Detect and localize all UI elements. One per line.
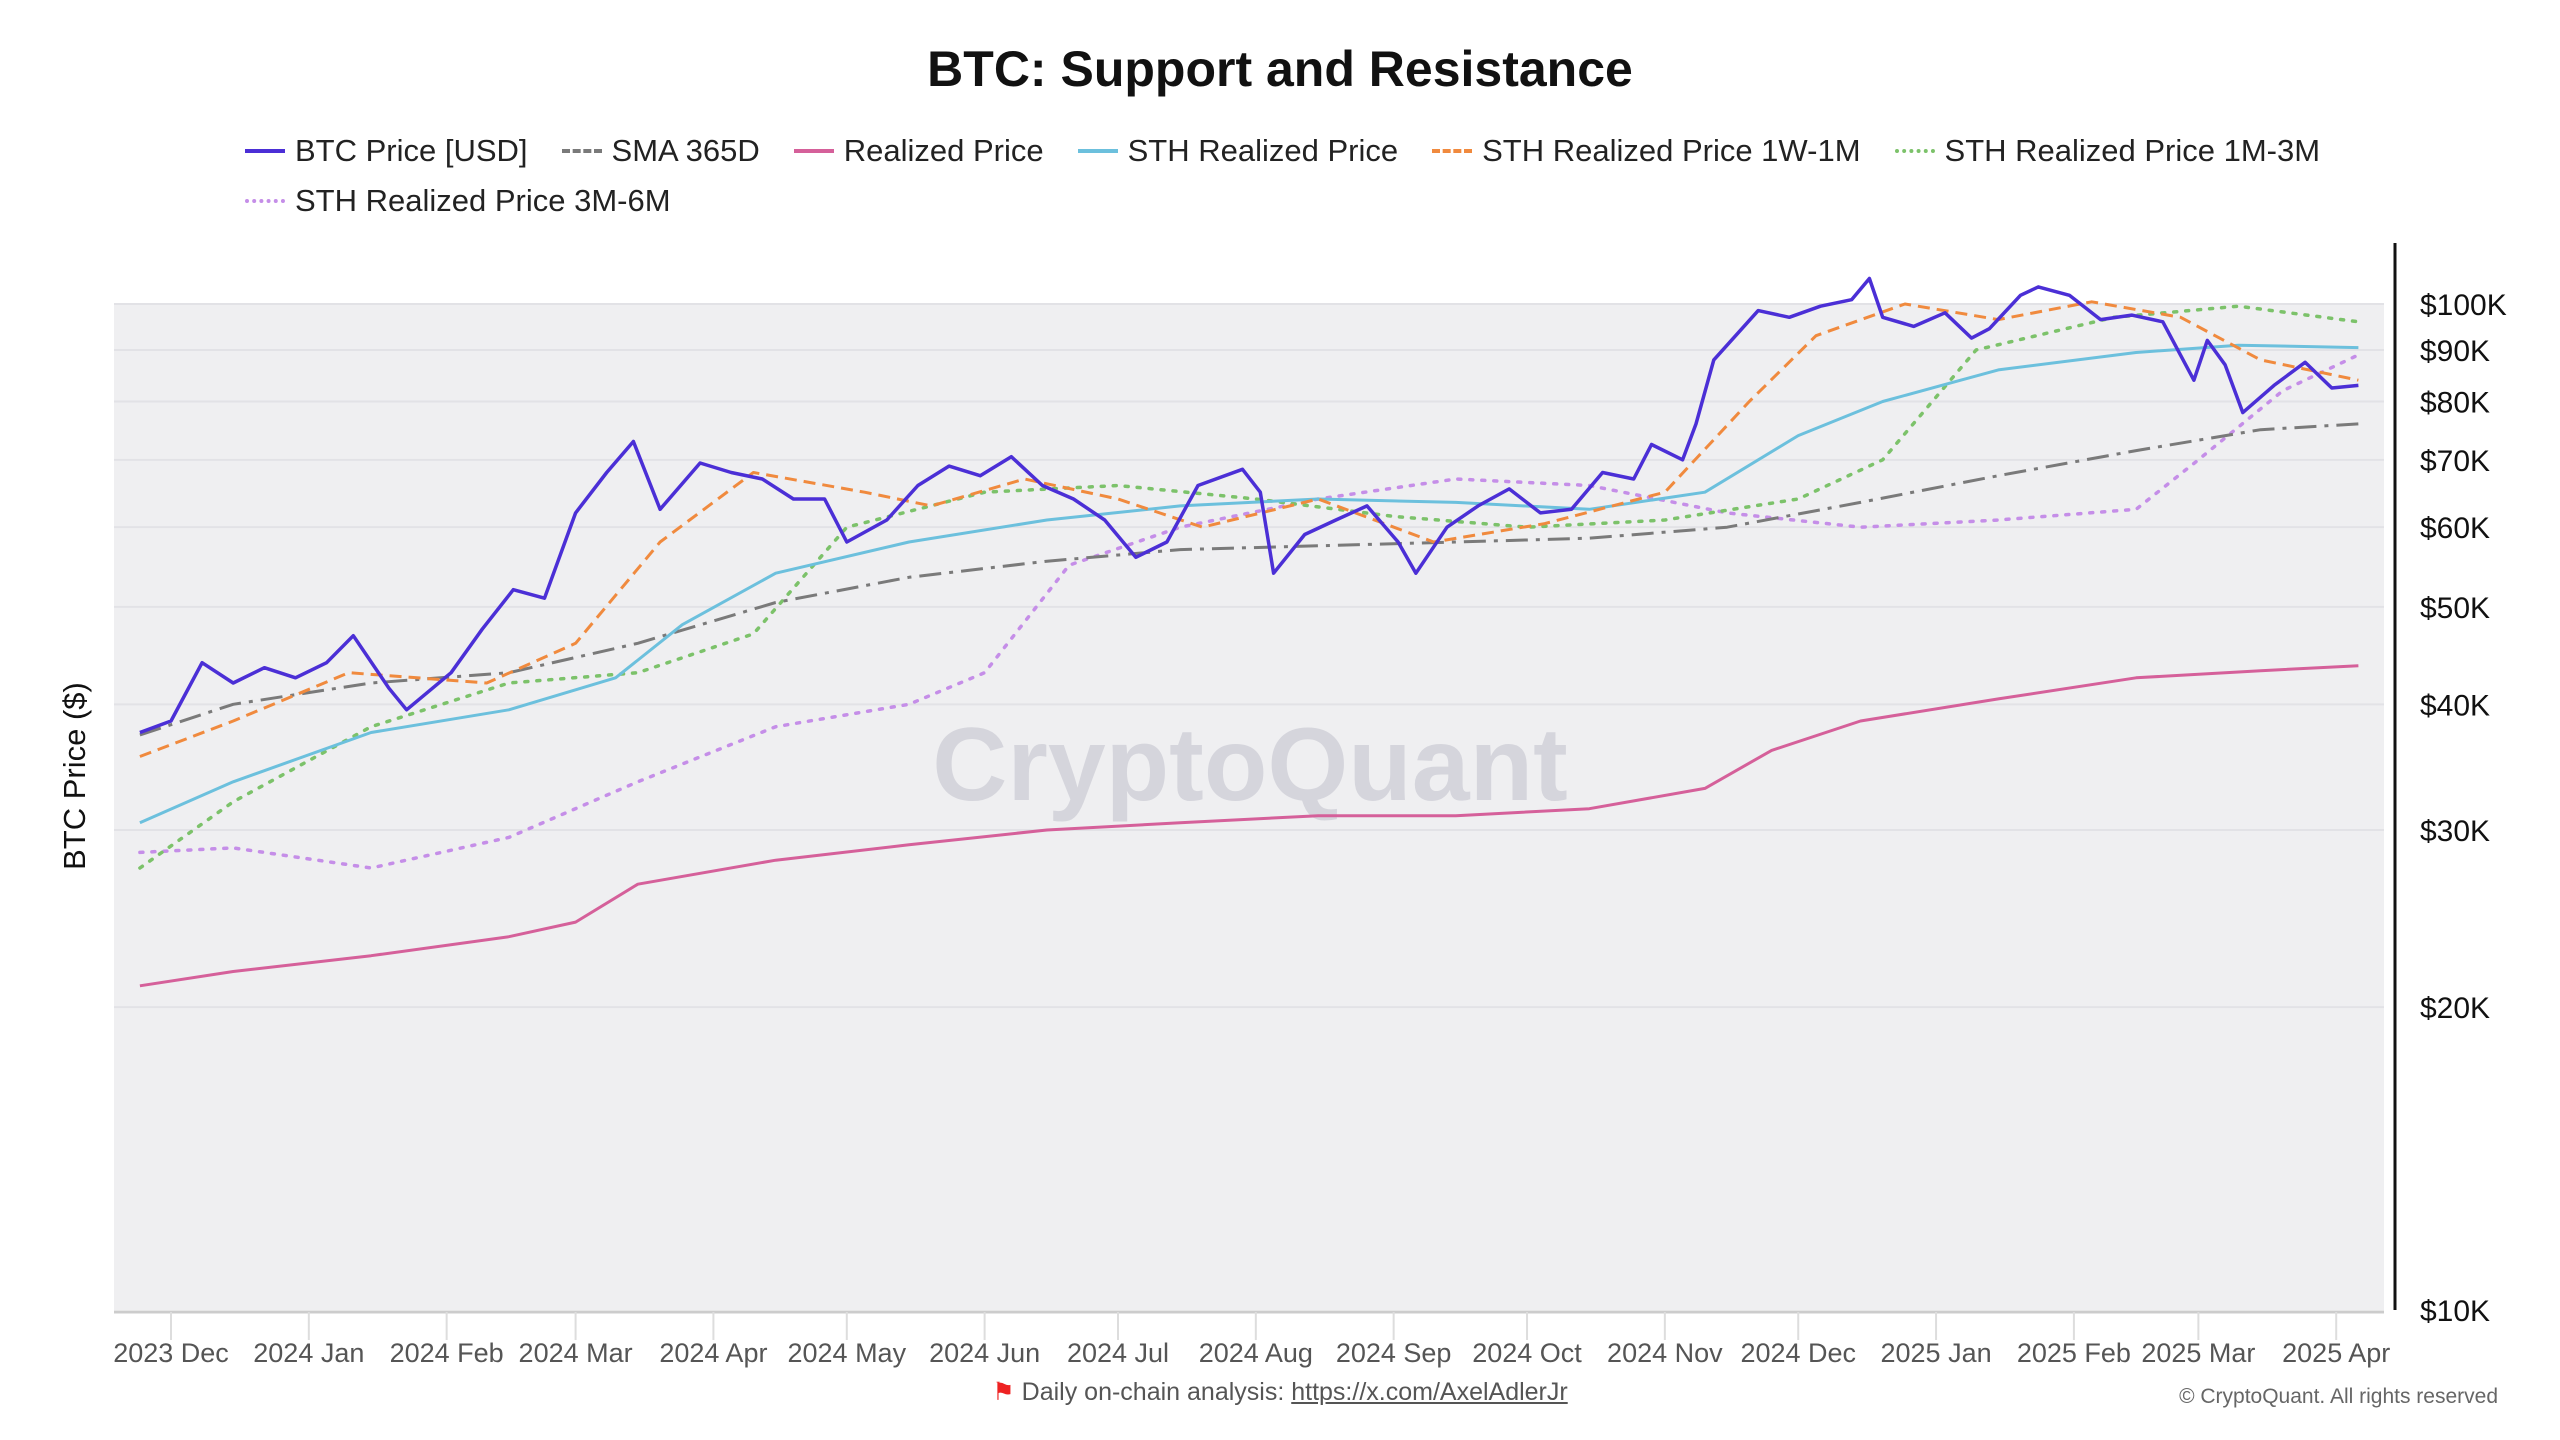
y-axis-label: BTC Price ($) (57, 682, 92, 870)
x-tick-label: 2024 Oct (1472, 1338, 1582, 1368)
chart-title: BTC: Support and Resistance (927, 41, 1633, 97)
x-tick-label: 2024 Jul (1067, 1338, 1169, 1368)
footer-text: Daily on-chain analysis: (1021, 1378, 1285, 1406)
series-line-sth-realized-price-3m-6m[interactable] (138, 353, 2361, 870)
x-tick-label: 2024 Jun (929, 1338, 1040, 1368)
x-tick-label: 2024 Nov (1607, 1338, 1723, 1368)
legend-swatch (1432, 149, 1473, 153)
x-tick-label: 2024 Dec (1740, 1338, 1856, 1368)
legend-item[interactable]: STH Realized Price 1W-1M (1432, 130, 1861, 172)
legend-label: STH Realized Price (1127, 133, 1399, 168)
legend-swatch (793, 149, 834, 153)
legend-item[interactable]: SMA 365D (561, 130, 760, 172)
legend-item[interactable]: BTC Price [USD] (245, 130, 528, 172)
y-tick-label: $30K (2420, 815, 2490, 848)
series-line-sth-realized-price-1m-3m[interactable] (138, 304, 2361, 870)
series-line-sth-realized-price-1w-1m[interactable] (139, 300, 2359, 758)
x-tick-label: 2024 Sep (1336, 1338, 1452, 1368)
x-tick-label: 2024 Aug (1199, 1338, 1313, 1368)
legend-label: BTC Price [USD] (295, 133, 528, 168)
x-tick-label: 2024 Apr (659, 1338, 767, 1368)
legend-swatch (1894, 149, 1935, 153)
series-line-btc-price-usd-[interactable] (139, 276, 2359, 735)
plot-area (114, 305, 2384, 1310)
legend-swatch (561, 149, 602, 153)
legend-label: SMA 365D (611, 133, 760, 168)
legend-label: STH Realized Price 3M-6M (295, 183, 671, 218)
legend-swatch (245, 199, 285, 203)
legend-item[interactable]: STH Realized Price (1077, 130, 1399, 172)
x-tick-label: 2023 Dec (113, 1338, 229, 1368)
legend-label: STH Realized Price 1M-3M (1944, 133, 2321, 168)
series-line-sth-realized-price[interactable] (139, 343, 2359, 825)
legend-label: Realized Price (843, 133, 1044, 168)
x-tick-label: 2025 Mar (2141, 1338, 2255, 1368)
y-tick-label: $80K (2420, 386, 2490, 419)
y-tick-label: $20K (2420, 992, 2490, 1025)
series-line-realized-price[interactable] (139, 664, 2359, 988)
legend: BTC Price [USD] SMA 365D Realized Price STH… (245, 122, 2445, 222)
y-tick-label: $10K (2420, 1295, 2490, 1328)
x-tick-label: 2025 Apr (2282, 1338, 2390, 1368)
y-tick-label: $70K (2420, 445, 2490, 478)
x-tick-label: 2024 Jan (253, 1338, 364, 1368)
x-tick-label: 2024 Feb (390, 1338, 504, 1368)
y-tick-label: $90K (2420, 335, 2490, 368)
series-line-sma-365d[interactable] (139, 422, 2359, 737)
legend-label: STH Realized Price 1W-1M (1482, 133, 1861, 168)
legend-item[interactable]: STH Realized Price 3M-6M (245, 180, 671, 222)
y-tick-label: $100K (2420, 289, 2507, 322)
footer-link[interactable]: https://x.com/AxelAdlerJr (1291, 1378, 1568, 1406)
footer: ⚑ Daily on-chain analysis: https://x.com… (0, 1377, 2560, 1407)
legend-item[interactable]: STH Realized Price 1M-3M (1894, 130, 2321, 172)
legend-swatch (245, 149, 285, 153)
y-tick-label: $50K (2420, 592, 2490, 625)
y-tick-label: $60K (2420, 512, 2490, 545)
x-tick-label: 2024 Mar (519, 1338, 633, 1368)
red-flag-icon: ⚑ (992, 1378, 1015, 1406)
x-tick-label: 2025 Jan (1881, 1338, 1992, 1368)
legend-item[interactable]: Realized Price (793, 130, 1044, 172)
legend-swatch (1077, 149, 1118, 153)
x-tick-label: 2025 Feb (2017, 1338, 2131, 1368)
x-tick-label: 2024 May (788, 1338, 907, 1368)
y-tick-label: $40K (2420, 689, 2490, 722)
watermark: CryptoQuant (932, 707, 1568, 823)
copyright: © CryptoQuant. All rights reserved (2179, 1385, 2498, 1408)
